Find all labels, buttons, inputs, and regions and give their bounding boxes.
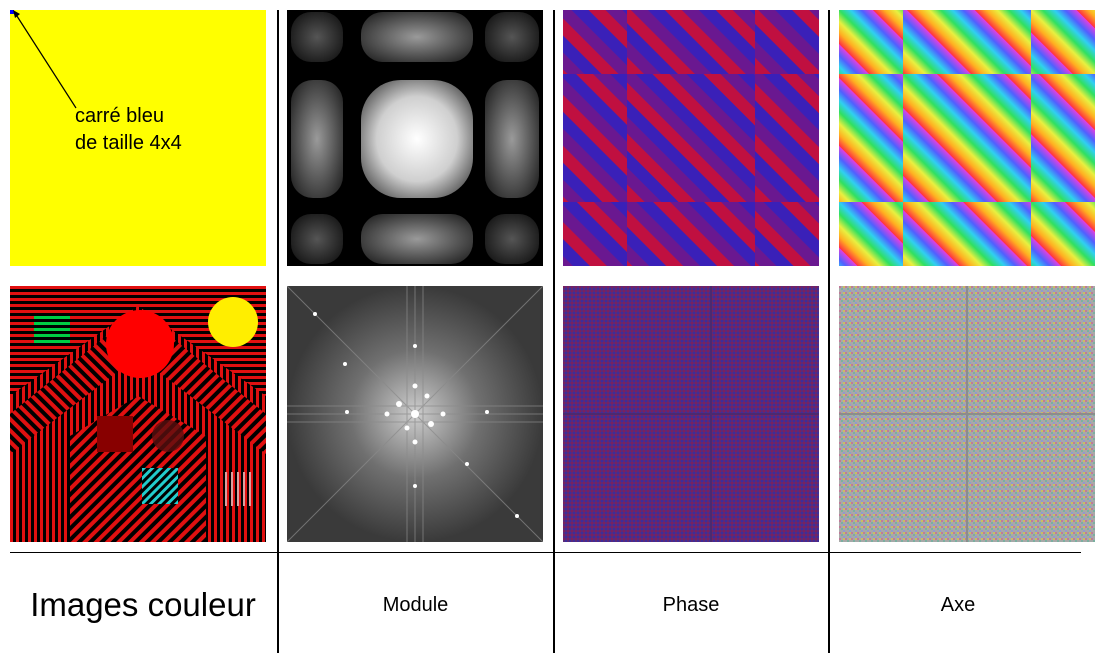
annotation-line-2: de taille 4x4 [75,132,182,154]
phase-image-1 [563,10,819,266]
caption-phase: Phase [662,593,720,616]
column-divider-3 [828,10,830,653]
annotation-arrow [14,12,77,109]
phase-image-2 [563,286,819,542]
caption-axe: Axe [940,593,976,616]
annotation-text: carré bleu de taille 4x4 [75,103,182,157]
axe-image-1 [839,10,1095,266]
dark-red-square [97,416,133,452]
caption-divider [10,552,1081,553]
column-divider-1 [277,10,279,653]
yellow-image [10,10,266,266]
module-image-2 [287,286,543,542]
column-divider-2 [553,10,555,653]
green-rectangle [34,314,70,346]
red-circle [106,310,174,378]
house-image [10,286,266,542]
axe-image-2 [839,286,1095,542]
cyan-square [142,468,178,504]
annotation-line-1: carré bleu [75,105,164,127]
caption-images: Images couleur [30,586,256,623]
module-image-1 [287,10,543,266]
yellow-circle [208,297,258,347]
caption-module: Module [382,593,449,616]
blue-square [10,10,14,14]
